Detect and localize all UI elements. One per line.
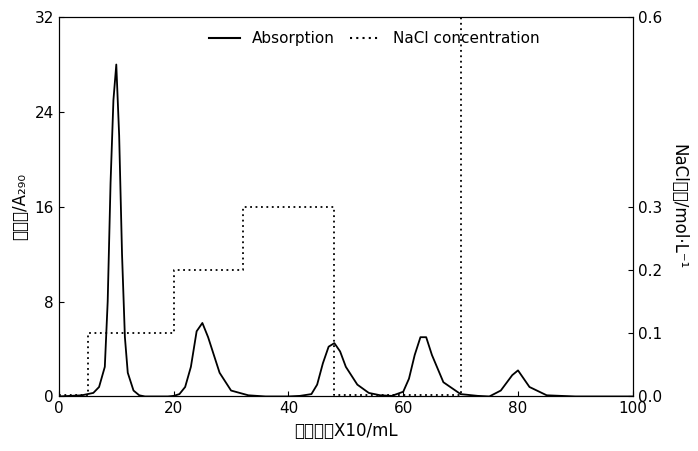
Y-axis label: NaCl浓度/mol·L⁻¹: NaCl浓度/mol·L⁻¹: [669, 144, 687, 269]
Y-axis label: 吸光值/A₂₉₀: 吸光值/A₂₉₀: [11, 173, 29, 240]
Legend: Absorption, NaCl concentration: Absorption, NaCl concentration: [203, 25, 546, 52]
X-axis label: 洗脱体积X10/mL: 洗脱体积X10/mL: [294, 422, 398, 440]
